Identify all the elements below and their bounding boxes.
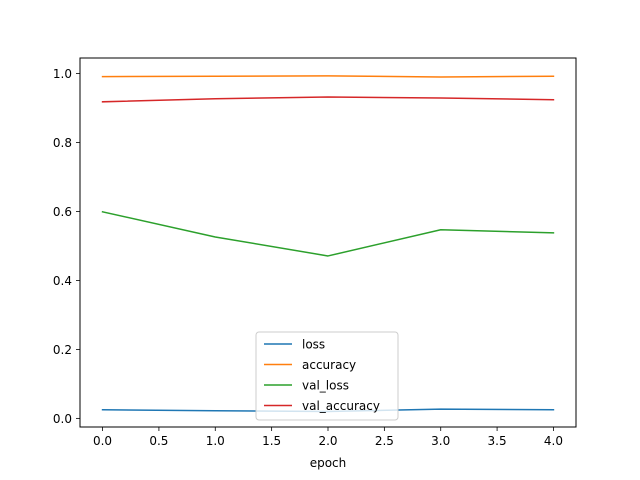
y-tick-label: 0.6 [53, 205, 72, 219]
y-tick-label: 1.0 [53, 67, 72, 81]
legend-label-val-loss: val_loss [302, 379, 349, 393]
y-tick-label: 0.4 [53, 274, 72, 288]
y-axis-ticks: 0.0 0.2 0.4 0.6 0.8 1.0 [53, 67, 80, 426]
x-axis-label: epoch [310, 456, 347, 470]
x-tick-label: 0.0 [93, 434, 112, 448]
legend-items: loss accuracy val_loss val_accuracy [264, 338, 380, 413]
x-tick-label: 2.0 [318, 434, 337, 448]
x-tick-label: 3.5 [488, 434, 507, 448]
y-tick-label: 0.2 [53, 343, 72, 357]
legend: loss accuracy val_loss val_accuracy [255, 331, 399, 421]
x-tick-label: 1.0 [206, 434, 225, 448]
x-tick-label: 1.5 [262, 434, 281, 448]
x-tick-label: 2.5 [375, 434, 394, 448]
series-line-val-accuracy [101, 96, 555, 103]
x-tick-label: 3.0 [431, 434, 450, 448]
legend-box [255, 331, 399, 421]
series-layer [101, 75, 555, 413]
y-tick-label: 0.0 [53, 412, 72, 426]
legend-label-loss: loss [302, 338, 325, 352]
x-tick-label: 4.0 [544, 434, 563, 448]
x-axis-ticks: 0.0 0.5 1.0 1.5 2.0 2.5 3.0 3.5 4.0 [93, 427, 563, 448]
legend-label-accuracy: accuracy [302, 358, 356, 372]
x-tick-label: 0.5 [149, 434, 168, 448]
y-tick-label: 0.8 [53, 136, 72, 150]
series-line-accuracy [101, 75, 555, 78]
legend-label-val-accuracy: val_accuracy [302, 399, 380, 413]
series-line-val-loss [101, 210, 555, 257]
